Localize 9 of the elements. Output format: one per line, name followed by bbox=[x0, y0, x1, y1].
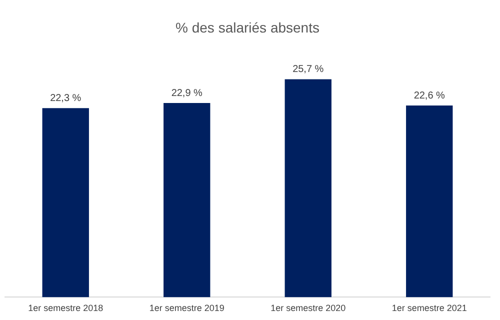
data-label: 22,9 % bbox=[171, 88, 203, 99]
x-tick-label: 1er semestre 2021 bbox=[392, 303, 467, 314]
chart-title: % des salariés absents bbox=[176, 19, 320, 36]
x-tick-label: 1er semestre 2019 bbox=[149, 303, 224, 314]
x-tick-label: 1er semestre 2018 bbox=[28, 303, 104, 314]
data-label: 22,3 % bbox=[50, 92, 82, 104]
data-label: 22,6 % bbox=[414, 90, 446, 102]
x-tick-label: 1er semestre 2020 bbox=[270, 303, 346, 314]
data-label: 25,7 % bbox=[292, 64, 324, 76]
